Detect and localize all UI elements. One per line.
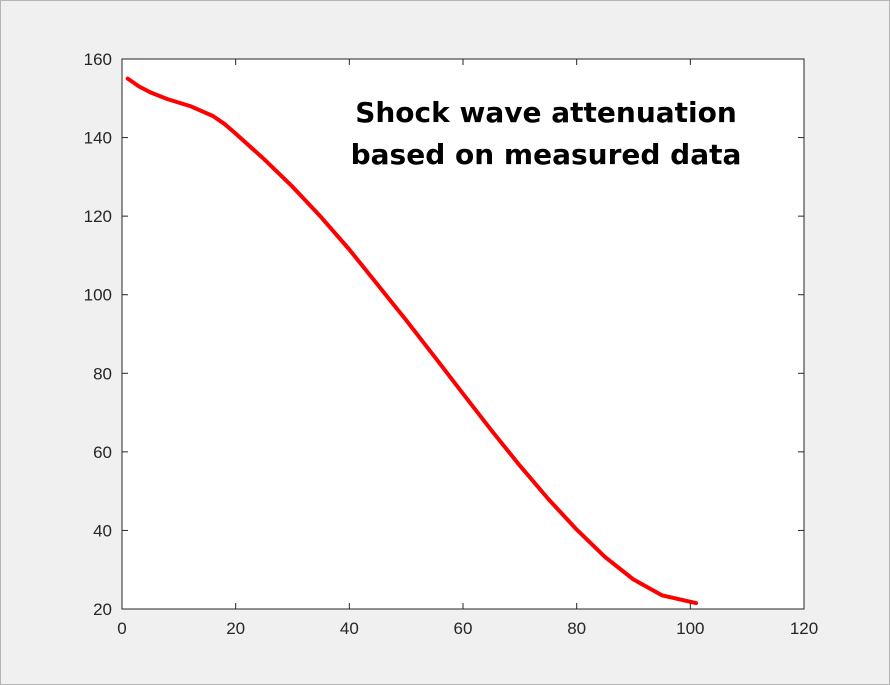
chart-title-line-2: based on measured data [351, 138, 742, 171]
y-tick-label-2: 60 [93, 443, 112, 462]
x-tick-label-6: 120 [790, 619, 818, 638]
y-tick-label-5: 120 [84, 207, 112, 226]
series-layer [125, 76, 698, 606]
y-tick-label-0: 20 [93, 600, 112, 619]
series-line-0 [125, 76, 698, 606]
chart-title-line-1: Shock wave attenuation [355, 96, 737, 129]
plot-area [122, 59, 804, 609]
y-tick-label-3: 80 [93, 364, 112, 383]
x-tick-label-4: 80 [567, 619, 586, 638]
x-tick-label-5: 100 [676, 619, 704, 638]
y-tick-label-4: 100 [84, 286, 112, 305]
x-tick-label-2: 40 [340, 619, 359, 638]
y-tick-label-7: 160 [84, 50, 112, 69]
y-tick-labels: 20 40 60 80 100 120 140 160 [84, 50, 112, 619]
y-tick-label-6: 140 [84, 129, 112, 148]
y-tick-label-1: 40 [93, 521, 112, 540]
x-tick-label-3: 60 [454, 619, 473, 638]
ticks-layer [121, 58, 805, 610]
x-tick-labels: 0 20 40 60 80 100 120 [117, 619, 818, 638]
x-tick-label-0: 0 [117, 619, 126, 638]
x-tick-label-1: 20 [226, 619, 245, 638]
